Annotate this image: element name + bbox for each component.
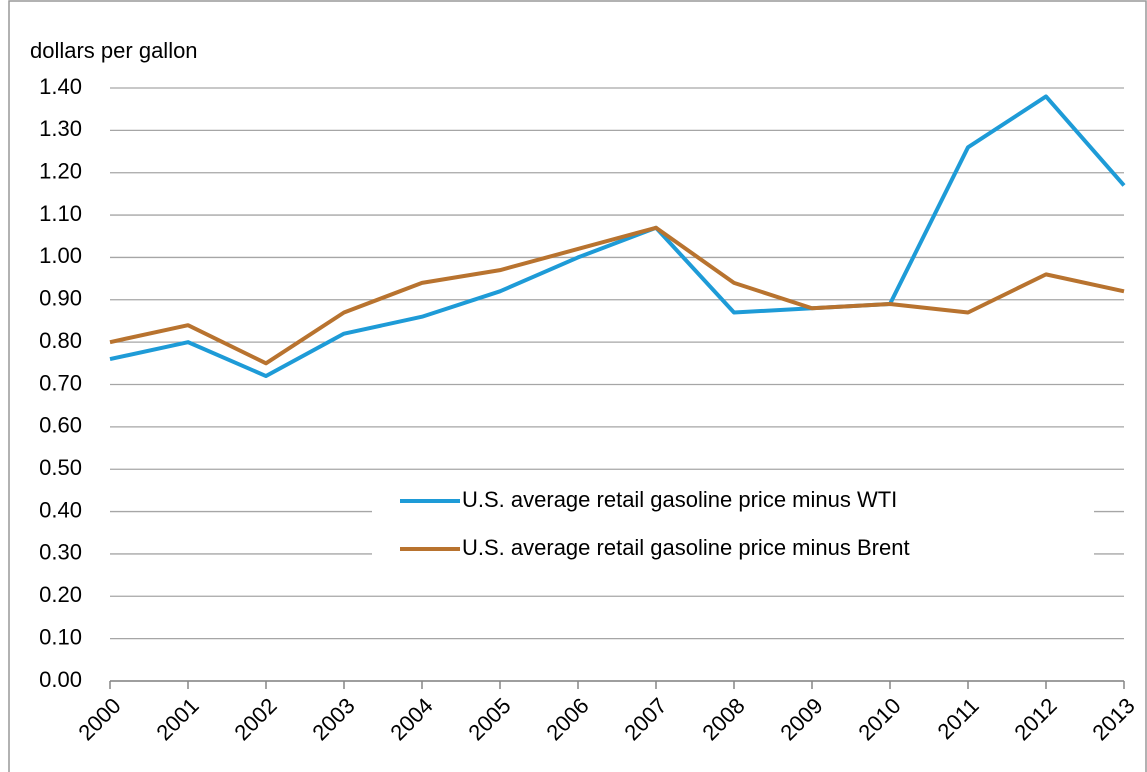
x-tick-label: 2006 xyxy=(541,693,593,745)
x-tick-label: 2004 xyxy=(385,693,437,745)
series-line xyxy=(109,94,1126,379)
y-tick-label: 1.10 xyxy=(39,201,82,226)
legend-label: U.S. average retail gasoline price minus… xyxy=(462,535,910,560)
y-tick-label: 0.60 xyxy=(39,413,82,438)
y-tick-label: 0.10 xyxy=(39,624,82,649)
y-tick-label: 0.90 xyxy=(39,286,82,311)
x-tick-label: 2007 xyxy=(619,693,671,745)
x-tick-label: 2000 xyxy=(73,693,125,745)
x-tick-label: 2005 xyxy=(463,693,515,745)
x-tick-label: 2011 xyxy=(933,693,984,744)
series-line xyxy=(109,225,1125,366)
x-tick-label: 2012 xyxy=(1009,693,1061,745)
y-tick-label: 1.40 xyxy=(39,74,82,99)
x-tick-label: 2010 xyxy=(853,693,905,745)
y-tick-label: 1.20 xyxy=(39,159,82,184)
x-tick-label: 2013 xyxy=(1087,693,1139,745)
x-tick-label: 2001 xyxy=(151,693,203,745)
y-tick-label: 0.20 xyxy=(39,582,82,607)
y-tick-label: 0.80 xyxy=(39,328,82,353)
y-tick-label: 1.00 xyxy=(39,243,82,268)
y-tick-label: 0.30 xyxy=(39,540,82,565)
y-axis-label: dollars per gallon xyxy=(30,38,198,63)
x-tick-label: 2002 xyxy=(229,693,281,745)
y-tick-label: 0.00 xyxy=(39,667,82,692)
legend-box xyxy=(372,478,1094,582)
chart-frame xyxy=(8,0,1147,772)
x-tick-label: 2009 xyxy=(775,693,827,745)
x-tick-label: 2003 xyxy=(307,693,359,745)
y-tick-label: 0.70 xyxy=(39,370,82,395)
legend-label: U.S. average retail gasoline price minus… xyxy=(462,487,897,512)
y-tick-label: 0.40 xyxy=(39,497,82,522)
x-tick-label: 2008 xyxy=(697,693,749,745)
y-tick-label: 1.30 xyxy=(39,116,82,141)
y-tick-label: 0.50 xyxy=(39,455,82,480)
